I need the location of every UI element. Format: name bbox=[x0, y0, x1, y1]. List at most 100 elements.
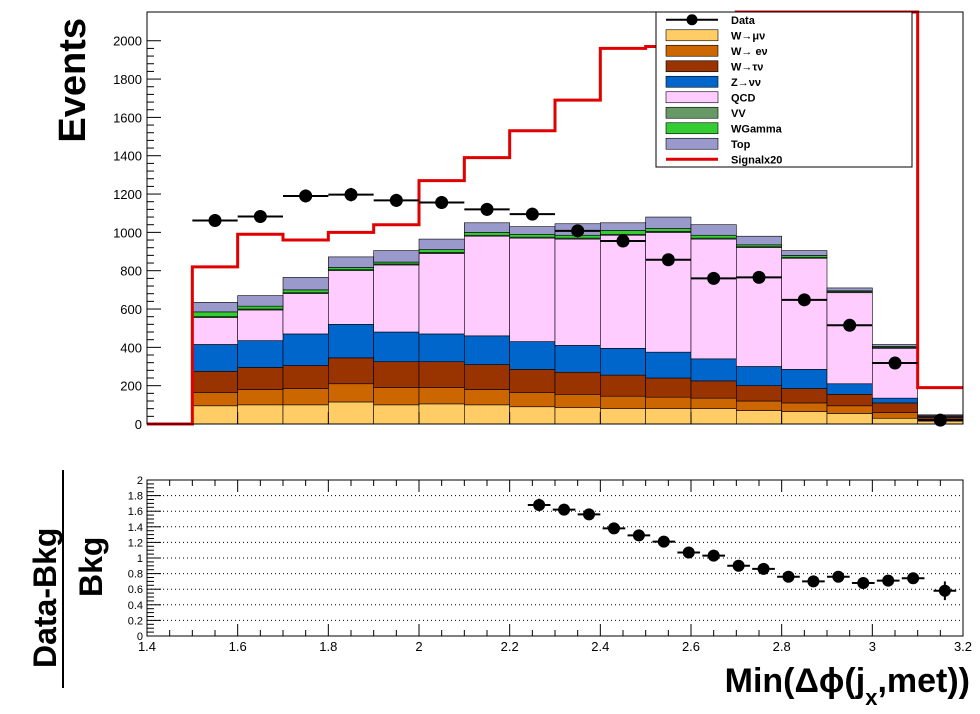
data-point-6 bbox=[480, 202, 494, 216]
bar-w--3 bbox=[282, 365, 329, 389]
data-point-14 bbox=[843, 318, 857, 332]
x-tick-label-5: 2.4 bbox=[591, 639, 609, 654]
data-point-2 bbox=[299, 189, 313, 203]
legend-label-signalx20: Signalx20 bbox=[731, 154, 782, 166]
ratio-point-9 bbox=[757, 562, 770, 575]
bar-w-e--15 bbox=[826, 405, 873, 414]
ratio-points bbox=[527, 498, 957, 601]
data-point-4 bbox=[389, 193, 403, 207]
top-ytick-label-3: 600 bbox=[120, 302, 142, 317]
bar-z--5 bbox=[373, 331, 420, 363]
ratio-point-0 bbox=[533, 498, 546, 511]
bar-wgamma-8 bbox=[509, 233, 556, 238]
bar-w-e--12 bbox=[690, 397, 737, 409]
bar-z--10 bbox=[600, 348, 646, 376]
bar-z--6 bbox=[418, 333, 465, 363]
x-tick-label-9: 3.2 bbox=[954, 639, 972, 654]
ratio-point-5 bbox=[657, 535, 670, 548]
bar-w-e--6 bbox=[418, 387, 465, 405]
bar-w-e--13 bbox=[736, 400, 782, 411]
data-point-3 bbox=[344, 188, 358, 202]
ratio-ytick-label-1: 0.2 bbox=[128, 615, 143, 627]
x-tick-label-4: 2.2 bbox=[501, 639, 519, 654]
ratio-point-14 bbox=[882, 574, 895, 587]
x-tick-label-0: 1.4 bbox=[138, 639, 156, 654]
ratio-ytick-label-0: 0 bbox=[137, 631, 143, 643]
bar-w-e--16 bbox=[872, 412, 918, 419]
bar-w--2 bbox=[237, 367, 284, 390]
bar-w--9 bbox=[554, 371, 601, 395]
data-points bbox=[192, 187, 963, 427]
bar-w--8 bbox=[509, 369, 556, 393]
bar-qcd-2 bbox=[237, 309, 284, 341]
bar-wgamma-7 bbox=[464, 232, 510, 236]
bottom-axes: 0 0.2 0.4 0.6 0.8 1 1.2 1.4 1.6 1.8 2 1.4 1.6 1.8 2 2.2… bbox=[128, 475, 972, 654]
bar-wgamma-6 bbox=[418, 249, 465, 253]
ratio-point-7 bbox=[707, 549, 720, 562]
legend-label-z-: Z→νν bbox=[731, 77, 761, 89]
legend: Data W→μν W→ eν W→τν Z→νν QCD VV WGamma Top Signa… bbox=[655, 11, 913, 168]
bar-qcd-14 bbox=[781, 257, 828, 370]
bar-qcd-11 bbox=[645, 232, 692, 353]
bar-w--1 bbox=[192, 405, 238, 425]
ratio-ytick-label-9: 1.8 bbox=[128, 491, 143, 503]
bar-z--12 bbox=[690, 358, 737, 382]
data-point-7 bbox=[525, 207, 539, 221]
bar-qcd-13 bbox=[736, 247, 782, 367]
bar-wgamma-4 bbox=[328, 267, 374, 271]
ratio-ytick-label-7: 1.4 bbox=[128, 522, 143, 534]
ratio-ytick-label-2: 0.4 bbox=[128, 600, 143, 612]
ratio-point-11 bbox=[807, 575, 820, 588]
ratio-ytick-label-3: 0.6 bbox=[128, 584, 143, 596]
bar-wgamma-3 bbox=[282, 289, 329, 294]
bar-w-e--10 bbox=[600, 395, 646, 409]
bar-w--4 bbox=[328, 357, 374, 385]
bar-z--11 bbox=[645, 351, 692, 379]
bar-w--13 bbox=[736, 385, 782, 402]
bar-w-e--4 bbox=[328, 383, 374, 403]
bar-qcd-12 bbox=[690, 238, 737, 360]
ratio-point-2 bbox=[583, 508, 595, 521]
bar-w--7 bbox=[464, 364, 510, 390]
top-ytick-label-5: 1000 bbox=[113, 225, 142, 240]
bar-w-e--5 bbox=[373, 387, 420, 406]
data-point-0 bbox=[208, 213, 222, 227]
data-point-1 bbox=[253, 209, 267, 223]
bar-w--10 bbox=[600, 408, 646, 425]
ratio-point-1 bbox=[558, 503, 571, 516]
data-point-8 bbox=[571, 224, 585, 238]
bar-qcd-4 bbox=[328, 270, 374, 325]
legend-swatch-z- bbox=[665, 75, 719, 88]
bar-w--1 bbox=[192, 371, 238, 393]
stacked-background-bars bbox=[192, 216, 964, 425]
bar-z--1 bbox=[192, 344, 238, 372]
bar-z--4 bbox=[328, 324, 374, 359]
top-ytick-label-4: 800 bbox=[120, 264, 142, 279]
ratio-ytick-label-10: 2 bbox=[137, 475, 143, 487]
top-ytick-label-10: 2000 bbox=[113, 34, 142, 49]
legend-label-wgamma: WGamma bbox=[731, 123, 783, 135]
bar-qcd-15 bbox=[826, 292, 873, 385]
top-ytick-label-8: 1600 bbox=[113, 110, 142, 125]
bar-w-e--11 bbox=[645, 396, 692, 409]
data-point-11 bbox=[707, 271, 721, 285]
legend-swatch-w- bbox=[665, 60, 719, 73]
top-ytick-label-1: 200 bbox=[120, 379, 142, 394]
legend-swatch-vv bbox=[665, 106, 719, 119]
ratio-gridlines bbox=[147, 495, 963, 621]
x-tick-label-3: 2 bbox=[415, 639, 422, 654]
bar-w--12 bbox=[690, 408, 737, 425]
bar-w-e--7 bbox=[464, 389, 510, 406]
bar-wgamma-1 bbox=[192, 311, 238, 317]
legend-label-top: Top bbox=[731, 139, 751, 151]
legend-swatch-qcd bbox=[665, 91, 719, 104]
bar-z--13 bbox=[736, 366, 782, 386]
bar-qcd-6 bbox=[418, 253, 465, 335]
legend-swatch-wgamma bbox=[665, 122, 719, 135]
data-point-5 bbox=[435, 195, 449, 209]
bar-w--16 bbox=[872, 417, 918, 425]
top-ytick-label-0: 0 bbox=[135, 417, 142, 432]
bar-top-4 bbox=[328, 256, 374, 268]
ratio-point-16 bbox=[938, 584, 951, 597]
